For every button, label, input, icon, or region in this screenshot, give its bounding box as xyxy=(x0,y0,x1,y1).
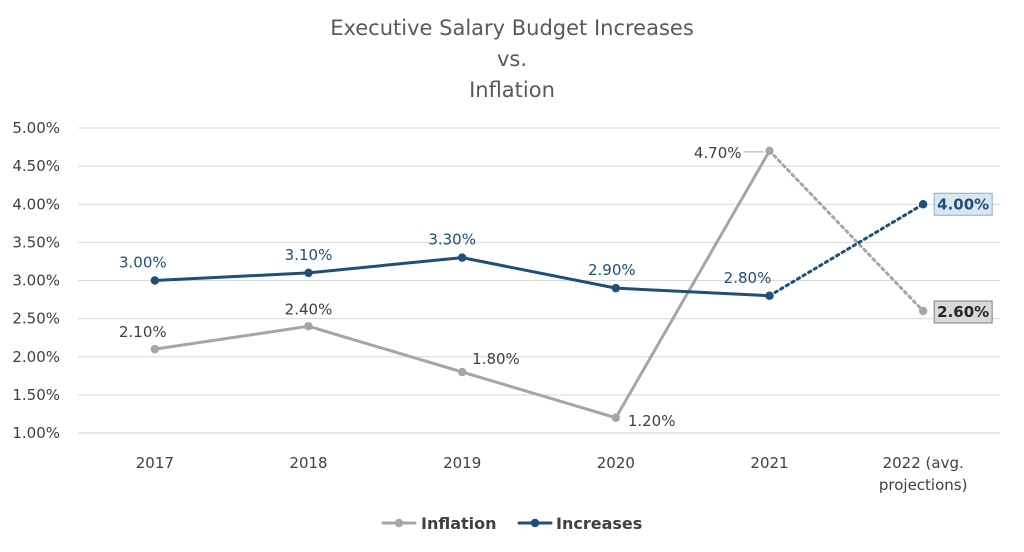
legend-label-inflation: Inflation xyxy=(421,514,497,533)
y-tick-label: 1.00% xyxy=(12,424,60,442)
data-label: 3.30% xyxy=(428,231,476,249)
x-tick-label: 2018 xyxy=(289,454,327,472)
legend-label-increases: Increases xyxy=(556,514,642,533)
x-tick-label: projections) xyxy=(879,476,968,494)
data-point-inflation xyxy=(457,367,467,377)
y-tick-label: 2.00% xyxy=(12,348,60,366)
data-point-increases xyxy=(150,276,160,285)
data-label: 2.90% xyxy=(588,261,636,279)
x-tick-label: 2017 xyxy=(136,454,174,472)
y-tick-label: 5.00% xyxy=(12,119,60,137)
data-label: 1.20% xyxy=(628,412,676,430)
data-label-box xyxy=(933,300,993,324)
chart-title-line: Executive Salary Budget Increases xyxy=(330,16,694,40)
x-axis-ticks: 2017 2018 2019 2020 2021 2022 (avg. projection… xyxy=(136,454,968,494)
data-point-increases xyxy=(918,200,928,209)
x-tick-label: 2022 (avg. xyxy=(883,454,964,472)
data-point-inflation xyxy=(304,322,313,331)
series-line-inflation xyxy=(153,149,771,420)
legend-marker-increases xyxy=(530,518,540,528)
y-tick-label: 2.50% xyxy=(12,310,60,328)
data-point-inflation xyxy=(765,146,774,156)
y-tick-label: 3.50% xyxy=(12,233,60,251)
data-label: 4.70% xyxy=(694,144,742,162)
data-labels: 2.10% 2.40% 1.80% 1.20% 4.70% 2.60% 3.00% 3.10%… xyxy=(119,144,993,430)
data-point-increases xyxy=(304,268,313,278)
y-tick-label: 3.00% xyxy=(12,272,60,290)
data-label: 3.10% xyxy=(285,246,333,264)
data-point-inflation xyxy=(150,344,160,354)
y-tick-label: 4.00% xyxy=(12,195,60,213)
y-tick-label: 4.50% xyxy=(12,157,60,175)
legend-marker-inflation xyxy=(394,518,404,528)
gridlines xyxy=(78,127,1000,434)
series-projection-inflation xyxy=(768,149,925,313)
chart-title: Executive Salary Budget Increases vs. Infl… xyxy=(330,16,694,102)
data-point-inflation xyxy=(611,413,621,422)
series-line-increases xyxy=(153,256,771,298)
chart-title-line: vs. xyxy=(497,47,527,71)
data-label: 4.00% xyxy=(937,195,989,213)
x-tick-label: 2020 xyxy=(597,454,635,472)
data-point-increases xyxy=(765,291,774,300)
x-tick-label: 2021 xyxy=(750,454,788,472)
data-label: 3.00% xyxy=(119,254,167,272)
data-point-increases xyxy=(611,283,621,293)
data-label: 2.40% xyxy=(285,300,333,318)
data-label: 1.80% xyxy=(472,350,520,368)
x-tick-label: 2019 xyxy=(443,454,481,472)
data-label-box xyxy=(933,192,993,216)
data-point-increases xyxy=(457,253,467,262)
data-point-inflation xyxy=(918,306,928,316)
y-tick-label: 1.50% xyxy=(12,386,60,404)
data-label: 2.60% xyxy=(937,303,989,321)
legend: Inflation Increases xyxy=(381,514,642,533)
series-projection-increases xyxy=(768,202,925,298)
y-axis-ticks: 1.00% 1.50% 2.00% 2.50% 3.00% 3.50% 4.00% 4.50%… xyxy=(12,119,60,442)
data-label: 2.10% xyxy=(119,323,167,341)
series-lines xyxy=(150,146,928,422)
data-label: 2.80% xyxy=(724,269,772,287)
chart-title-line: Inflation xyxy=(469,78,555,102)
